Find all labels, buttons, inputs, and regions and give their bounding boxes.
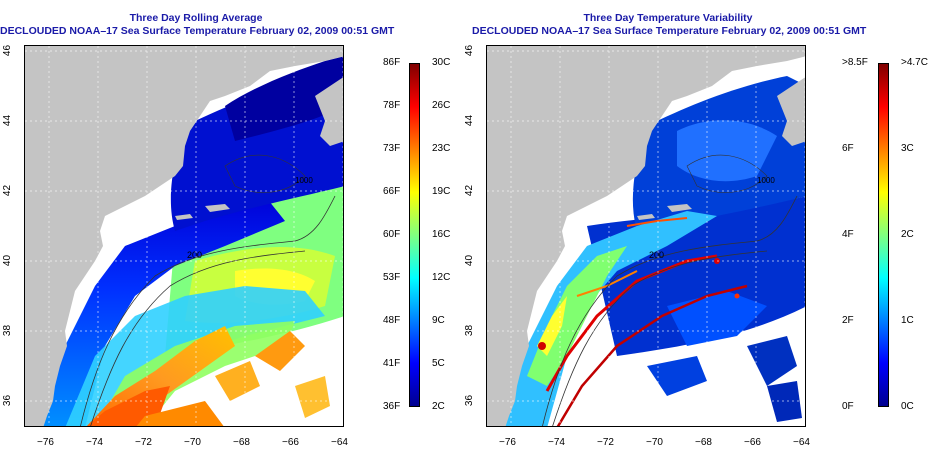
right-title-line2: DECLOUDED NOAA–17 Sea Surface Temperatur… — [472, 25, 867, 37]
right-xtick-7: −64 — [793, 437, 810, 448]
left-isobath-label-200: 200 — [187, 250, 202, 260]
right-ytick-5: 38 — [464, 324, 476, 337]
left-colorbar — [409, 63, 420, 407]
right-cbar-c-label: 0C — [901, 401, 914, 412]
left-ytick-1: 46 — [2, 44, 14, 57]
left-xtick-4: −70 — [184, 437, 201, 448]
right-isobath-label-200: 200 — [649, 250, 664, 260]
left-cbar-c-label: 23C — [432, 143, 451, 154]
left-cbar-c-label: 26C — [432, 100, 451, 111]
right-ytick-6: 36 — [464, 394, 476, 407]
left-xtick-3: −72 — [135, 437, 152, 448]
left-cbar-f-label: 36F — [383, 401, 401, 412]
right-ytick-4: 40 — [464, 254, 476, 267]
right-ytick-1: 46 — [464, 44, 476, 57]
right-isobath-label-1000: 1000 — [757, 176, 775, 185]
left-cbar-c-label: 30C — [432, 57, 451, 68]
left-cbar-f-label: 60F — [383, 229, 401, 240]
right-xtick-3: −72 — [597, 437, 614, 448]
left-cbar-f-label: 53F — [383, 272, 401, 283]
right-xtick-1: −76 — [499, 437, 516, 448]
right-xtick-4: −70 — [646, 437, 663, 448]
left-sst-map: 200 1000 — [24, 45, 344, 427]
left-xtick-2: −74 — [86, 437, 103, 448]
left-xtick-1: −76 — [37, 437, 54, 448]
left-ytick-6: 36 — [2, 394, 14, 407]
right-colorbar — [878, 63, 889, 407]
right-xtick-6: −66 — [744, 437, 761, 448]
left-cbar-c-label: 16C — [432, 229, 451, 240]
right-cbar-f-label: 2F — [842, 315, 854, 326]
right-ytick-3: 42 — [464, 184, 476, 197]
right-xtick-2: −74 — [548, 437, 565, 448]
left-xtick-6: −66 — [282, 437, 299, 448]
right-cbar-f-label: 4F — [842, 229, 854, 240]
right-cbar-f-label: >8.5F — [842, 57, 868, 68]
left-cbar-f-label: 48F — [383, 315, 401, 326]
right-cbar-f-label: 0F — [842, 401, 854, 412]
right-variability-map: 200 1000 — [486, 45, 806, 427]
left-xtick-5: −68 — [233, 437, 250, 448]
left-cbar-c-label: 5C — [432, 358, 445, 369]
left-title-line1: Three Day Rolling Average — [129, 12, 263, 24]
left-ytick-3: 42 — [2, 184, 14, 197]
left-xtick-7: −64 — [331, 437, 348, 448]
left-isobath-label-1000: 1000 — [295, 176, 313, 185]
left-ytick-5: 38 — [2, 324, 14, 337]
left-ytick-2: 44 — [2, 114, 14, 127]
left-cbar-f-label: 41F — [383, 358, 401, 369]
left-cbar-f-label: 78F — [383, 100, 401, 111]
right-cbar-c-label: 1C — [901, 315, 914, 326]
left-cbar-f-label: 86F — [383, 57, 401, 68]
left-title-line2: DECLOUDED NOAA–17 Sea Surface Temperatur… — [0, 25, 395, 37]
left-cbar-c-label: 9C — [432, 315, 445, 326]
left-cbar-c-label: 19C — [432, 186, 451, 197]
left-ytick-4: 40 — [2, 254, 14, 267]
right-title-line1: Three Day Temperature Variability — [583, 12, 753, 24]
right-cbar-c-label: >4.7C — [901, 57, 928, 68]
right-cbar-f-label: 6F — [842, 143, 854, 154]
left-cbar-f-label: 73F — [383, 143, 401, 154]
right-ytick-2: 44 — [464, 114, 476, 127]
left-cbar-c-label: 2C — [432, 401, 445, 412]
right-cbar-c-label: 3C — [901, 143, 914, 154]
right-xtick-5: −68 — [695, 437, 712, 448]
left-cbar-c-label: 12C — [432, 272, 451, 283]
right-cbar-c-label: 2C — [901, 229, 914, 240]
left-cbar-f-label: 66F — [383, 186, 401, 197]
